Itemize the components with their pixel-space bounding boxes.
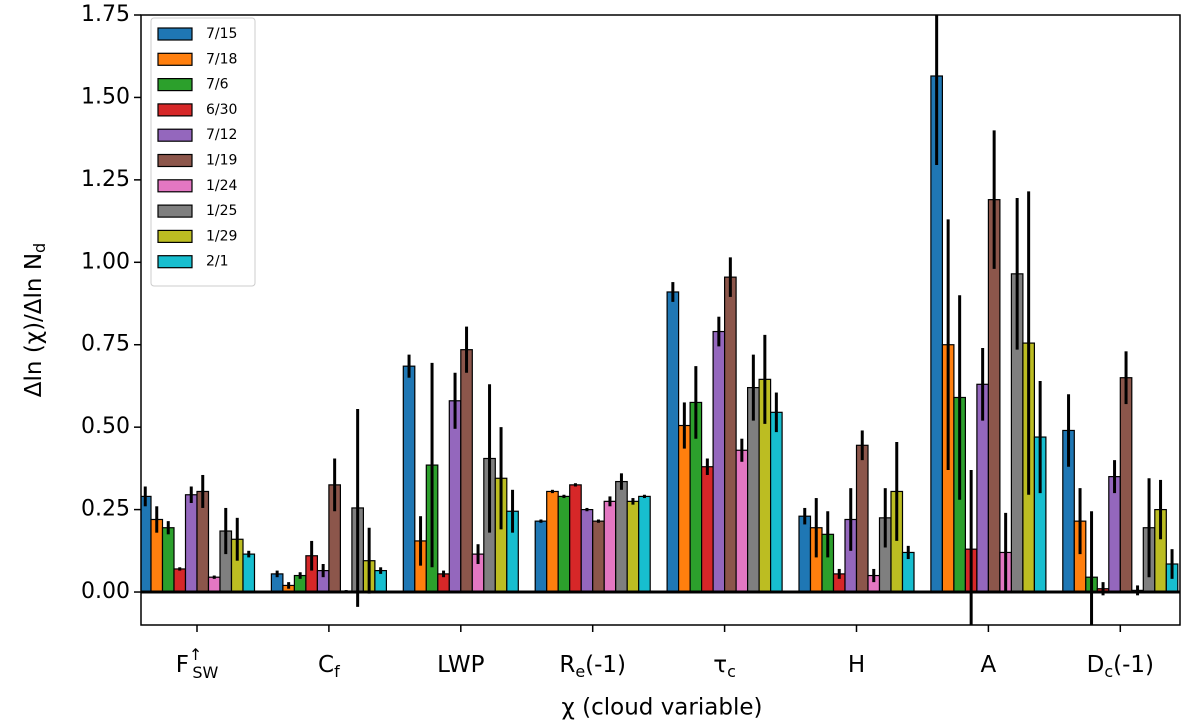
x-tick-sub: c <box>727 662 736 681</box>
y-tick-label: 1.25 <box>81 167 130 192</box>
x-axis-label: χ (cloud variable) <box>562 695 763 721</box>
y-tick-label: 0.00 <box>81 579 130 604</box>
legend-swatch <box>157 204 193 218</box>
y-tick-label: 1.00 <box>81 249 130 274</box>
x-tick-label: Dc(-1) <box>1087 652 1154 681</box>
x-tick-sub: c <box>1104 662 1113 681</box>
legend-swatch <box>157 255 193 269</box>
x-tick-label: Cf <box>318 652 340 681</box>
x-tick-label: LWP <box>437 652 484 678</box>
bar <box>615 480 628 593</box>
legend-label: 6/30 <box>206 102 237 118</box>
x-tick-sub: f <box>334 662 340 681</box>
x-tick-sub: e <box>575 662 585 681</box>
x-tick-main: H <box>848 652 865 678</box>
bar <box>592 520 605 593</box>
y-label-sub: d <box>30 243 49 253</box>
bar <box>666 291 680 593</box>
legend-swatch <box>157 229 193 243</box>
bar <box>855 444 869 593</box>
x-tick-main: F <box>176 652 189 678</box>
bar <box>546 490 559 593</box>
y-tick-label: 0.25 <box>81 497 130 522</box>
x-tick-main: LWP <box>437 652 484 678</box>
x-tick-label: τc <box>713 652 736 681</box>
y-tick-label: 1.75 <box>81 2 130 27</box>
bar <box>534 520 548 593</box>
legend-label: 7/6 <box>206 77 229 93</box>
bar <box>557 495 571 593</box>
bar <box>207 576 221 593</box>
x-tick-sub: SW <box>192 663 218 682</box>
legend-swatch <box>157 77 193 92</box>
legend-swatch <box>157 128 193 142</box>
bar <box>173 568 187 593</box>
bar <box>735 449 749 593</box>
bar <box>712 330 726 593</box>
bar <box>769 411 783 593</box>
y-tick-label: 1.50 <box>81 84 130 109</box>
bar <box>700 466 714 593</box>
bar <box>242 553 256 593</box>
x-tick-label: Re(-1) <box>559 652 626 681</box>
bar <box>798 515 812 593</box>
y-label-main: Δln (χ)/Δln N <box>21 253 47 397</box>
legend-label: 2/1 <box>206 254 229 270</box>
legend-label: 7/12 <box>206 127 237 143</box>
x-tick-main: A <box>981 652 997 678</box>
x-tick-main: D <box>1087 652 1105 678</box>
legend-swatch <box>157 179 193 193</box>
bar <box>603 500 617 593</box>
legend-swatch <box>157 52 193 66</box>
x-tick-main: R <box>559 652 575 678</box>
legend-swatch <box>157 27 193 41</box>
bar <box>723 276 737 593</box>
x-tick-sup: ↑ <box>189 645 202 664</box>
bar <box>1108 476 1121 593</box>
bar <box>184 494 198 593</box>
axes-frame <box>140 14 1181 626</box>
x-tick-label: H <box>848 652 865 678</box>
bar <box>448 400 462 593</box>
legend-label: 1/29 <box>206 228 237 244</box>
bar <box>580 508 594 593</box>
bar <box>460 349 473 593</box>
legend-label: 1/19 <box>206 153 237 169</box>
y-axis-label: Δln (χ)/Δln Nd <box>21 243 49 397</box>
y-tick-label: 0.50 <box>81 414 130 439</box>
x-tick-main: C <box>318 652 334 678</box>
legend-label: 7/18 <box>206 51 237 67</box>
x-tick-after: (-1) <box>585 652 626 678</box>
legend: 7/15 7/18 7/6 6/30 7/12 1/19 1/24 1/25 1/29 2/1 <box>150 17 256 287</box>
bar <box>677 424 691 593</box>
bar <box>161 527 175 593</box>
x-tick-label: F↑ SW <box>176 645 219 682</box>
y-tick-label: 0.75 <box>81 332 130 357</box>
legend-swatch <box>157 103 193 117</box>
bar <box>1119 377 1133 593</box>
legend-swatch <box>157 153 193 168</box>
x-tick-main: τ <box>713 652 727 678</box>
bar <box>569 484 582 593</box>
x-tick-label: A <box>981 652 997 678</box>
plot-area <box>141 15 1180 625</box>
legend-label: 7/15 <box>206 26 237 42</box>
bar <box>638 495 651 593</box>
x-tick-after: (-1) <box>1113 652 1154 678</box>
legend-label: 1/24 <box>206 178 238 194</box>
legend-label: 1/25 <box>206 203 237 219</box>
bar <box>402 365 416 593</box>
bar <box>626 500 640 593</box>
